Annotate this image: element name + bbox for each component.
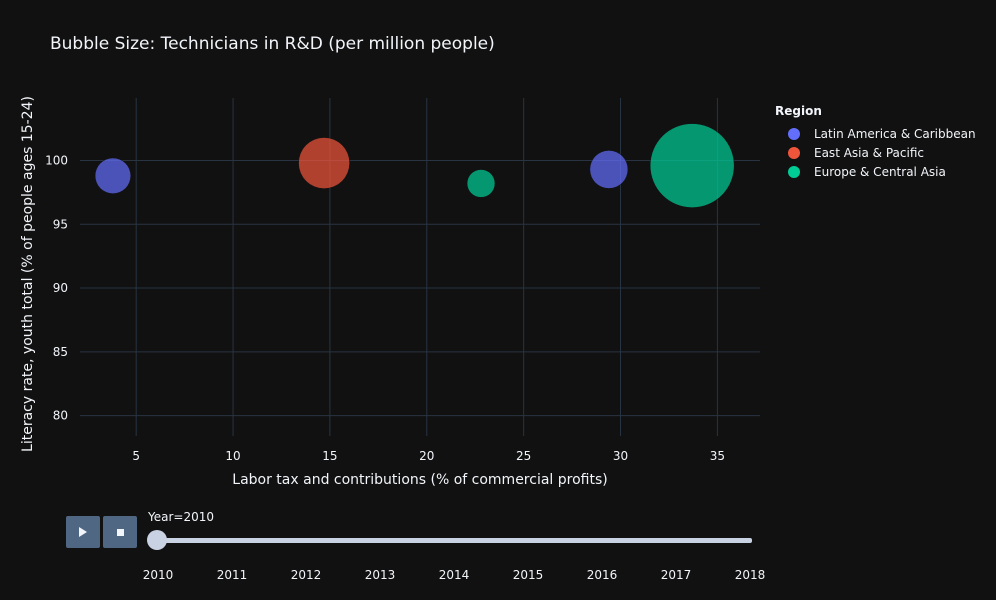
slider-tick-label[interactable]: 2017 (660, 568, 692, 582)
x-tick-label: 10 (225, 449, 240, 463)
bubble-point[interactable] (466, 169, 496, 198)
y-tick-label: 90 (53, 281, 68, 295)
slider-tick-label[interactable]: 2014 (438, 568, 470, 582)
legend-item-east-asia[interactable]: East Asia & Pacific (775, 143, 976, 162)
legend-marker (788, 127, 800, 140)
legend-label: Latin America & Caribbean (814, 126, 976, 141)
x-tick-label: 30 (613, 449, 628, 463)
bubble-point[interactable] (649, 123, 735, 208)
legend-label: Europe & Central Asia (814, 164, 946, 179)
slider-tick-label[interactable]: 2016 (586, 568, 618, 582)
x-tick-label: 20 (419, 449, 434, 463)
legend-marker (788, 146, 800, 159)
year-slider-handle[interactable] (147, 530, 167, 550)
play-icon (79, 527, 87, 537)
slider-tick-label[interactable]: 2018 (734, 568, 766, 582)
bubble-point[interactable] (94, 157, 132, 194)
legend-item-latin-america[interactable]: Latin America & Caribbean (775, 124, 976, 143)
y-axis-label: Literacy rate, youth total (% of people … (20, 96, 36, 452)
slider-tick-label[interactable]: 2012 (290, 568, 322, 582)
year-slider-ticks: 2010 2011 2012 2013 2014 2015 2016 2017 2018 (0, 568, 996, 584)
play-button[interactable] (66, 516, 100, 548)
chart-title: Bubble Size: Technicians in R&D (per mil… (50, 34, 495, 54)
y-tick-label: 95 (53, 217, 68, 231)
legend-item-europe[interactable]: Europe & Central Asia (775, 162, 976, 181)
x-tick-label: 15 (322, 449, 337, 463)
year-slider-track[interactable] (150, 538, 752, 543)
slider-current-label: Year=2010 (148, 510, 214, 524)
slider-tick-label[interactable]: 2013 (364, 568, 396, 582)
slider-tick-label[interactable]: 2010 (142, 568, 174, 582)
stop-icon (116, 528, 124, 536)
y-tick-label: 85 (53, 345, 68, 359)
y-tick-label: 100 (45, 153, 68, 167)
legend: Region Latin America & Caribbean East As… (775, 104, 976, 181)
x-tick-label: 35 (710, 449, 725, 463)
slider-tick-label[interactable]: 2015 (512, 568, 544, 582)
y-tick-label: 80 (53, 409, 68, 423)
x-axis-label: Labor tax and contributions (% of commer… (232, 472, 608, 488)
x-tick-label: 5 (132, 449, 140, 463)
legend-marker (788, 165, 800, 178)
slider-tick-label[interactable]: 2011 (216, 568, 248, 582)
bubble-point[interactable] (298, 137, 350, 189)
legend-label: East Asia & Pacific (814, 145, 924, 160)
stop-button[interactable] (103, 516, 137, 548)
bubble-point[interactable] (589, 150, 629, 189)
legend-title: Region (775, 104, 822, 118)
x-tick-label: 25 (516, 449, 531, 463)
